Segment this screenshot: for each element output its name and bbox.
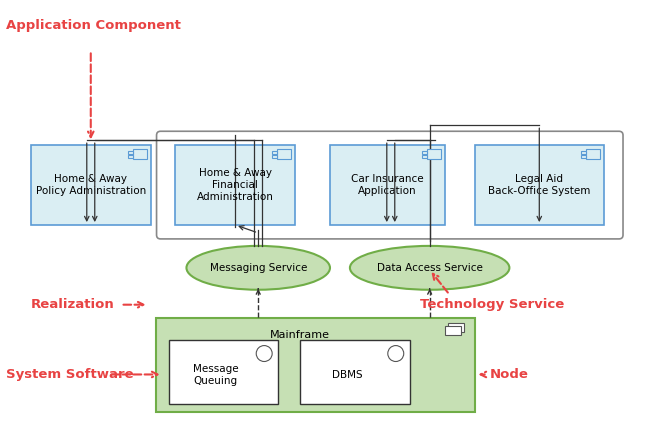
Circle shape	[388, 346, 404, 362]
Ellipse shape	[350, 246, 510, 290]
Text: Node: Node	[489, 368, 528, 381]
Text: Technology Service: Technology Service	[420, 298, 564, 311]
Bar	[272, 155, 277, 158]
Bar	[586, 149, 600, 159]
Bar	[300, 340, 410, 404]
Bar	[176, 145, 295, 225]
Text: Messaging Service: Messaging Service	[209, 263, 307, 273]
Bar	[31, 145, 151, 225]
Text: Data Access Service: Data Access Service	[377, 263, 482, 273]
Text: Realization: Realization	[31, 298, 114, 311]
Ellipse shape	[187, 246, 330, 290]
Text: Car Insurance
Application: Car Insurance Application	[351, 174, 424, 196]
Text: Home & Away
Policy Administration: Home & Away Policy Administration	[36, 174, 146, 196]
Bar	[330, 145, 445, 225]
Bar	[445, 326, 461, 335]
Bar	[474, 145, 604, 225]
Bar	[277, 149, 291, 159]
Text: System Software: System Software	[6, 368, 134, 381]
Circle shape	[256, 346, 272, 362]
Bar	[168, 340, 278, 404]
Bar	[127, 151, 133, 153]
Text: Application Component: Application Component	[6, 19, 181, 32]
Bar	[426, 149, 441, 159]
Text: DBMS: DBMS	[332, 370, 362, 380]
Bar	[272, 151, 277, 153]
Bar	[581, 155, 586, 158]
Text: Legal Aid
Back-Office System: Legal Aid Back-Office System	[488, 174, 590, 196]
Text: Home & Away
Financial
Administration: Home & Away Financial Administration	[197, 168, 274, 202]
Text: Mainframe: Mainframe	[270, 329, 330, 340]
Bar	[155, 318, 474, 413]
Bar	[127, 155, 133, 158]
Text: Message
Queuing: Message Queuing	[192, 364, 238, 386]
Bar	[448, 323, 463, 332]
Bar	[422, 151, 426, 153]
Bar	[133, 149, 147, 159]
Bar	[581, 151, 586, 153]
Bar	[422, 155, 426, 158]
